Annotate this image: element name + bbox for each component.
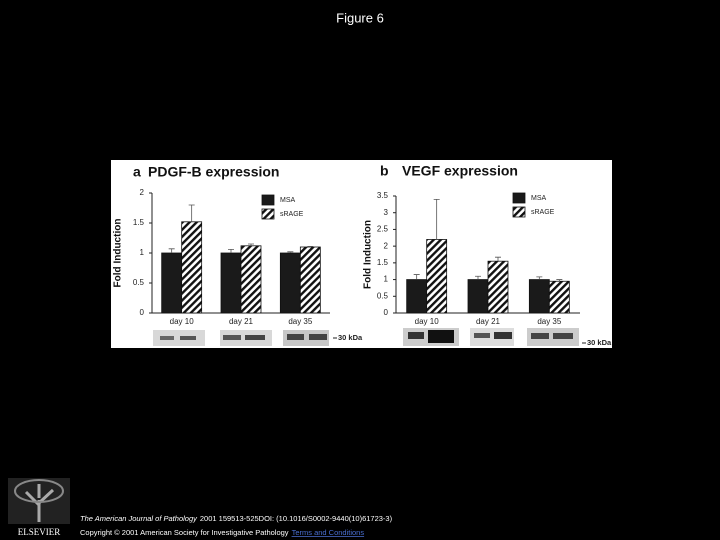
x-tick-label: day 35	[537, 317, 562, 326]
y-axis-label: Fold Induction	[113, 219, 124, 288]
y-tick-label: 0	[140, 308, 145, 317]
legend-swatch	[261, 194, 275, 206]
x-tick-label: day 10	[170, 317, 195, 326]
blot-a	[153, 330, 329, 346]
y-axis-label: Fold Induction	[363, 220, 374, 289]
error-bar	[287, 251, 294, 253]
error-bar	[228, 249, 234, 253]
chart-title: VEGF expression	[402, 163, 518, 179]
error-bar	[475, 275, 481, 280]
legend-label: MSA	[531, 195, 547, 202]
blot-label: 30 kDa	[338, 333, 363, 342]
legend-label: MSA	[280, 197, 296, 204]
panel-label: b	[380, 163, 389, 179]
bar	[240, 245, 262, 314]
legend-swatch	[512, 206, 526, 218]
bar	[299, 246, 321, 314]
chart-title: PDGF-B expression	[148, 164, 279, 180]
error-bar	[536, 276, 543, 280]
x-tick-label: day 21	[229, 317, 254, 326]
slide-title: Figure 6	[336, 10, 384, 25]
y-tick-label: 0.5	[133, 278, 145, 287]
y-tick-label: 2	[384, 241, 389, 250]
x-tick-label: day 10	[415, 317, 440, 326]
legend-swatch	[512, 192, 526, 204]
copyright-line: Copyright © 2001 American Society for In…	[80, 528, 364, 537]
error-bar	[248, 243, 254, 246]
error-bar	[188, 204, 195, 222]
terms-link[interactable]: Terms and Conditions	[292, 528, 365, 537]
bar	[181, 221, 203, 314]
y-tick-label: 3.5	[377, 191, 389, 200]
x-tick-label: day 21	[476, 317, 501, 326]
y-tick-label: 0	[384, 308, 389, 317]
legend-swatch	[261, 208, 275, 220]
error-bar	[307, 246, 314, 247]
blot-b	[403, 328, 579, 346]
blot-label: 30 kDa	[587, 338, 612, 347]
error-bar	[433, 198, 440, 240]
bar	[548, 280, 570, 314]
citation-text: 2001 159513-525DOI: (10.1016/S0002-9440(…	[200, 514, 393, 523]
y-tick-label: 1	[384, 275, 389, 284]
bar	[161, 252, 183, 314]
journal: The American Journal of Pathology	[80, 514, 198, 523]
y-tick-label: 2.5	[377, 225, 389, 234]
citation: The American Journal of Pathology 2001 15…	[80, 514, 393, 523]
copyright: Copyright © 2001 American Society for In…	[80, 528, 289, 537]
legend-label: sRAGE	[531, 209, 555, 216]
error-bar	[168, 248, 175, 253]
error-bar	[495, 256, 501, 262]
bar	[406, 279, 428, 314]
bar	[487, 260, 509, 314]
error-bar	[556, 279, 563, 282]
y-tick-label: 2	[140, 188, 145, 197]
bar	[467, 279, 489, 314]
y-tick-label: 1	[140, 248, 145, 257]
bar	[528, 279, 550, 314]
y-tick-label: 1.5	[377, 258, 389, 267]
error-bar	[413, 274, 420, 280]
panel-label: a	[133, 164, 141, 180]
bar	[279, 252, 301, 314]
bar	[220, 252, 242, 314]
y-tick-label: 3	[384, 208, 389, 217]
y-tick-label: 0.5	[377, 291, 389, 300]
logo-text: ELSEVIER	[18, 527, 61, 537]
bar	[426, 239, 448, 314]
x-tick-label: day 35	[288, 317, 313, 326]
y-tick-label: 1.5	[133, 218, 145, 227]
legend-label: sRAGE	[280, 211, 304, 218]
elsevier-logo	[8, 478, 70, 524]
